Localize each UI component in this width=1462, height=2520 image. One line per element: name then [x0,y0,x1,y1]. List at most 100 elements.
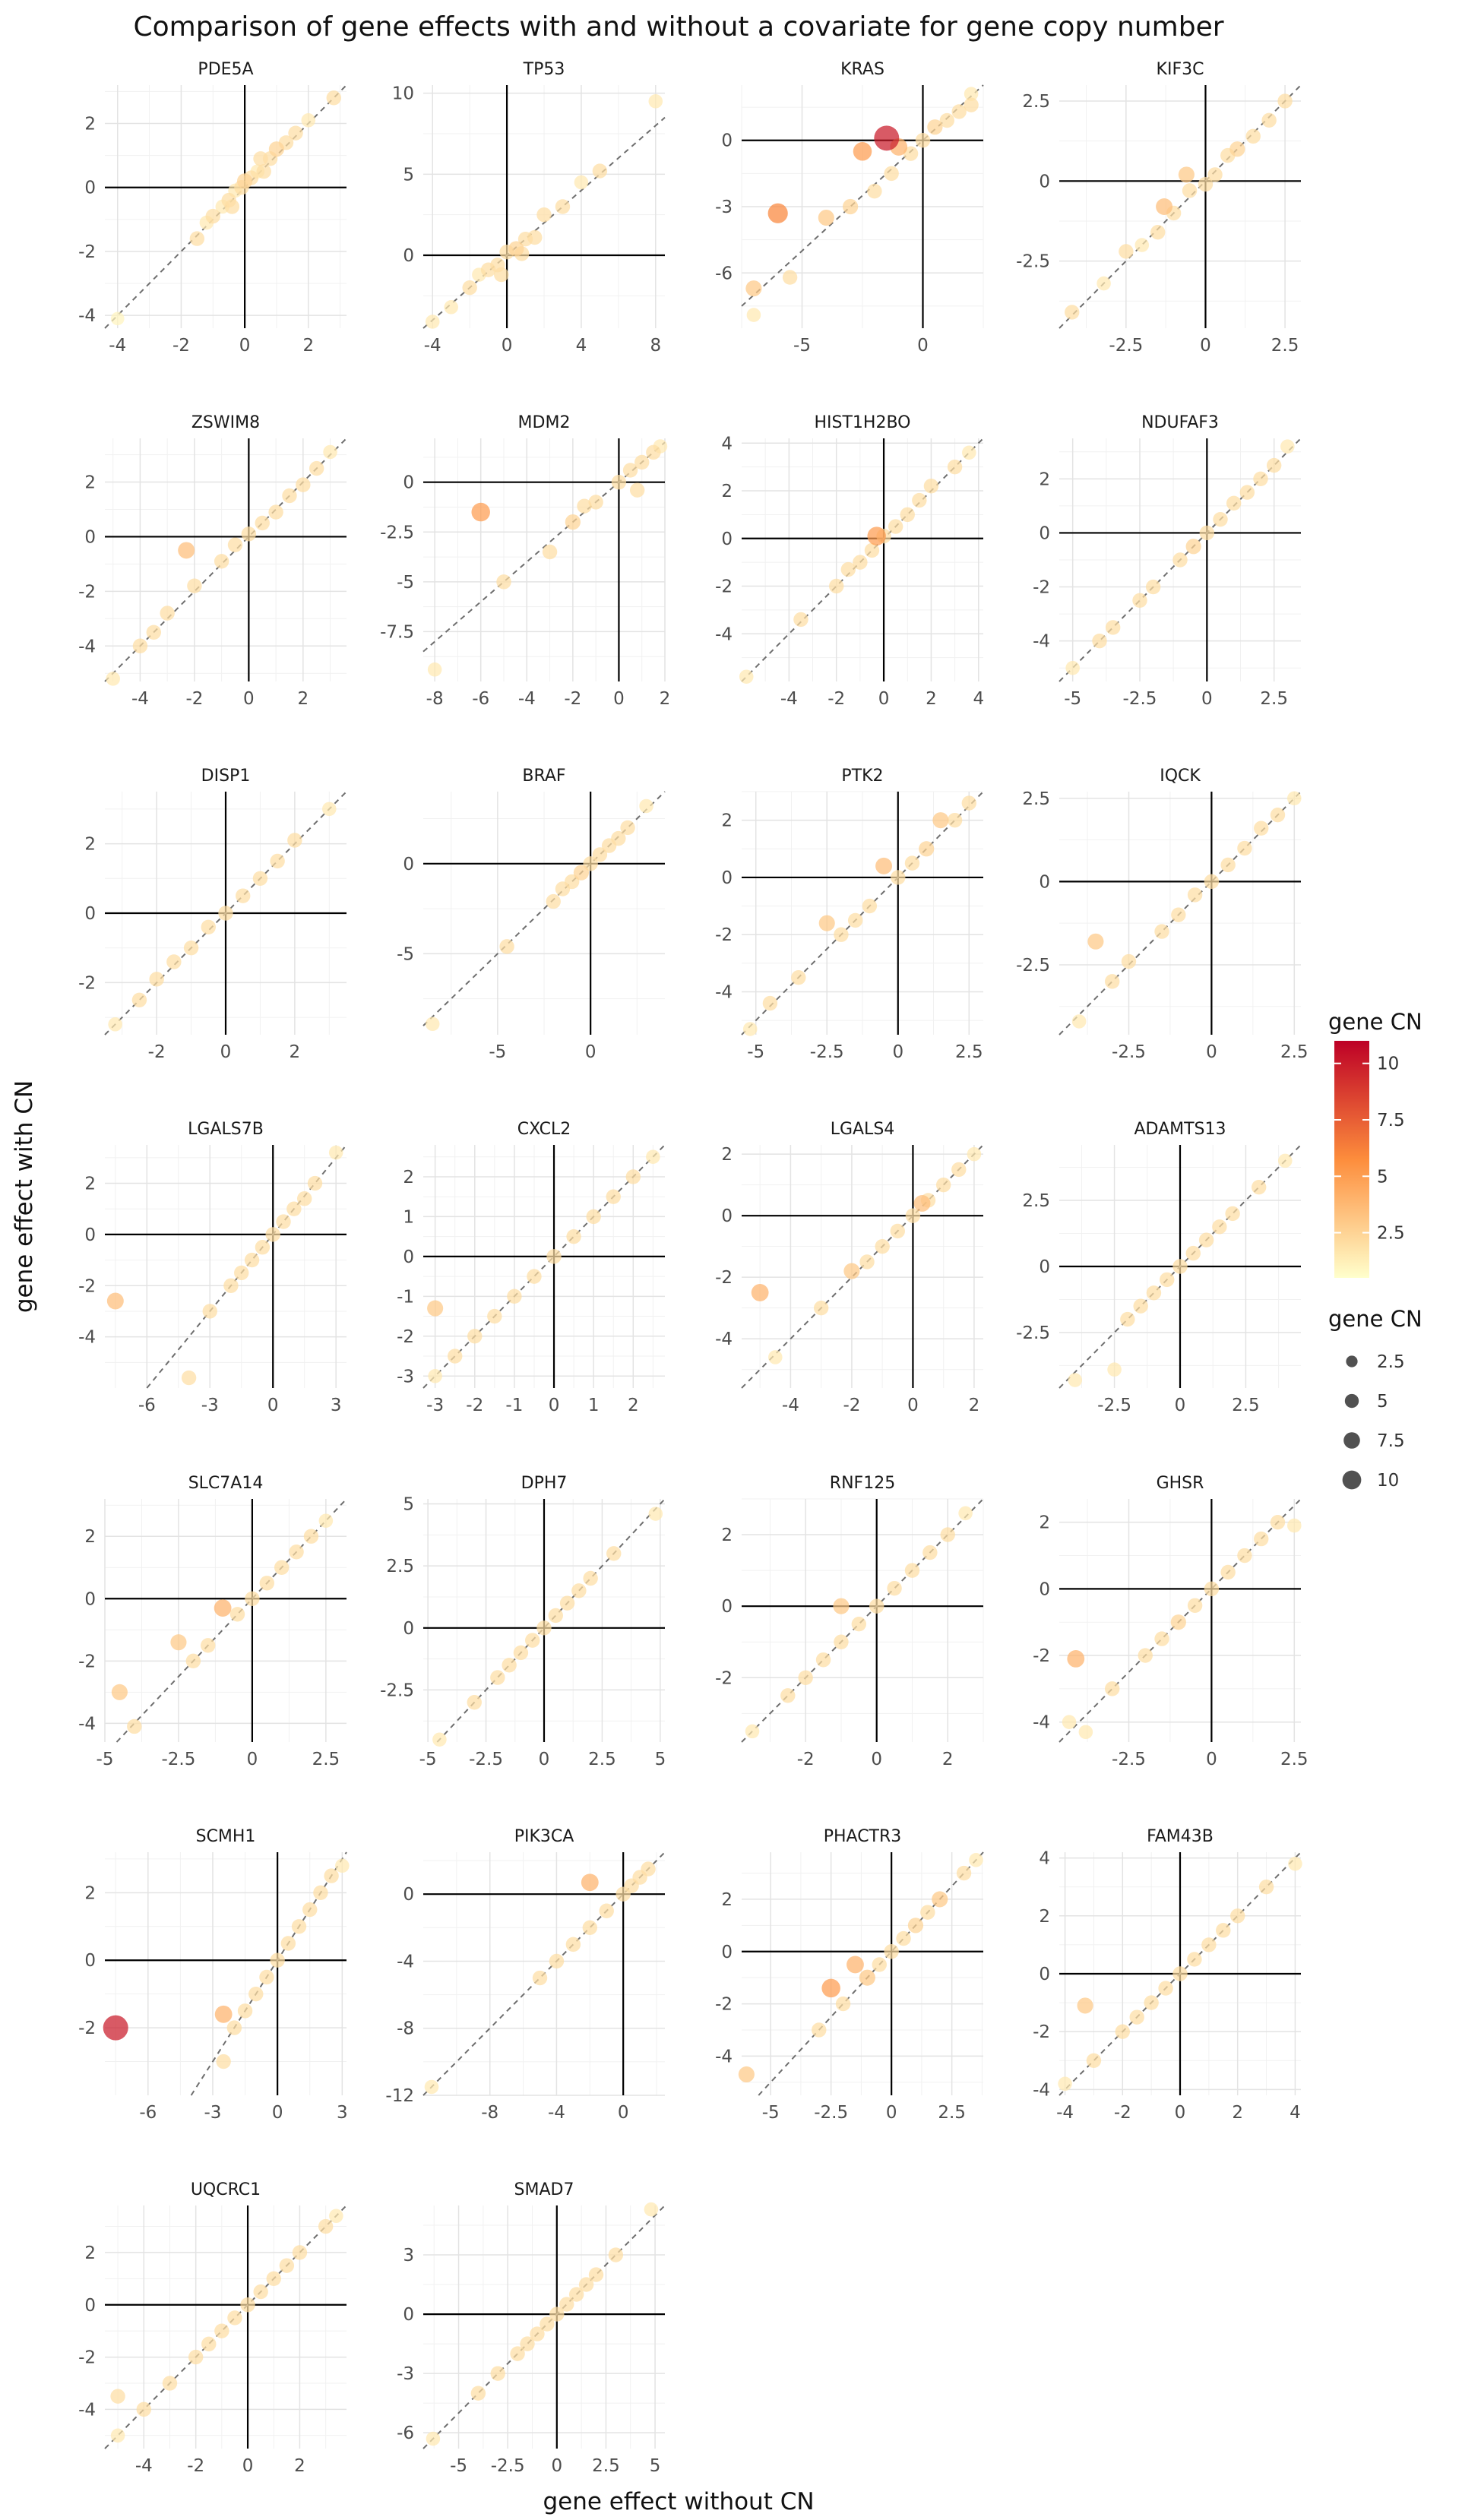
panel-lgals4: LGALS4 -4 -2 0 2 -4 -2 0 2 [715,1120,984,1415]
data-point [887,1580,902,1596]
data-point [573,865,590,881]
data-point [1237,840,1252,856]
data-point [847,1956,864,1974]
data-point [939,112,955,128]
y-tick-label: 2.5 [1022,1191,1050,1211]
data-point [606,1546,622,1561]
data-point [969,1853,983,1867]
data-point [1119,244,1134,259]
x-tick-label: -3 [201,1396,219,1415]
x-tick-label: -6 [472,689,489,709]
x-tick-label: -3 [426,1396,444,1415]
data-point [274,1560,290,1575]
y-tick-label: 0 [84,179,96,198]
data-point [791,970,806,985]
panel-title: PDE5A [198,60,253,79]
panel-cxcl2: CXCL2 -3 -2 -1 0 1 2 -3 -2 -1 0 1 2 [397,1120,666,1415]
x-tick-label: 2 [926,689,937,709]
panel-pde5a: PDE5A -4 -2 0 2 -4 -2 0 2 [78,60,347,356]
data-point [875,1238,890,1254]
x-tick-label: 2 [302,336,314,356]
data-point [268,504,283,520]
data-point [227,2310,242,2326]
data-point [1105,620,1121,635]
data-point [425,1017,440,1032]
data-point [201,2336,217,2352]
data-point [1253,471,1268,487]
data-point [577,498,592,514]
data-point [739,669,754,685]
data-point [266,2271,281,2287]
data-point [1172,552,1188,568]
data-point [574,175,589,190]
data-point [821,1978,840,1998]
data-point [307,1175,323,1191]
data-point [751,1284,769,1301]
x-axis-label: gene effect without CN [543,2488,814,2515]
size-legend-title: gene CN [1328,1306,1422,1332]
data-point [490,2366,505,2381]
data-point [1225,1206,1240,1222]
y-tick-label: -2 [715,925,733,945]
data-point [780,1688,796,1703]
data-point [862,898,878,914]
data-point [1199,525,1215,541]
data-point [426,2431,441,2446]
x-tick-label: -4 [109,336,126,356]
y-tick-label: -4 [78,1328,96,1348]
data-point [958,1506,973,1521]
data-point [1144,1995,1159,2010]
data-point [812,2022,827,2038]
data-point [502,1658,517,1673]
data-point [323,444,337,460]
y-tick-label: -3 [397,1367,414,1386]
data-point [1145,579,1161,595]
y-tick-label: 2 [84,115,96,134]
data-point [1261,112,1277,128]
data-point [1129,2009,1144,2025]
data-point [1092,633,1107,649]
panel-title: ZSWIM8 [191,413,260,432]
x-tick-label: 0 [917,336,929,356]
data-point [606,1189,621,1204]
y-tick-label: 0 [721,530,733,549]
data-point [265,1227,280,1242]
data-point [1121,953,1137,969]
data-point [1226,495,1242,511]
data-point [746,308,761,322]
data-point [1138,1648,1153,1663]
y-tick-label: -1 [397,1287,414,1307]
data-point [303,1529,319,1544]
y-tick-label: 2 [1039,1513,1050,1533]
x-tick-label: -5 [762,2103,780,2123]
data-point [915,133,931,148]
y-tick-label: 2 [84,835,96,855]
data-point [462,280,477,296]
data-point [240,2297,255,2313]
y-tick-label: -4 [78,1714,96,1734]
y-tick-label: 0 [84,527,96,547]
panel-title: SCMH1 [196,1827,256,1846]
data-point [829,578,844,594]
data-point [1280,439,1295,454]
y-tick-label: -4 [1033,1713,1050,1733]
x-tick-label: 3 [331,1396,342,1415]
data-point [296,1191,312,1206]
data-point [919,841,935,857]
y-tick-label: -4 [715,983,733,1003]
y-tick-label: -5 [397,944,414,964]
data-point [270,853,285,869]
y-tick-label: -2 [78,2348,96,2368]
data-point [227,537,243,552]
data-point [611,475,627,490]
x-tick-label: 2 [294,2456,305,2476]
y-tick-label: 2 [84,2243,96,2263]
panel-rnf125: RNF125 -2 0 2 -2 0 2 [715,1474,984,1769]
y-tick-label: -2 [715,1995,733,2015]
data-point [328,1145,343,1160]
data-point [867,183,882,199]
y-tick-label: 0 [84,1225,96,1245]
data-point [912,492,927,508]
data-point [1150,224,1166,240]
